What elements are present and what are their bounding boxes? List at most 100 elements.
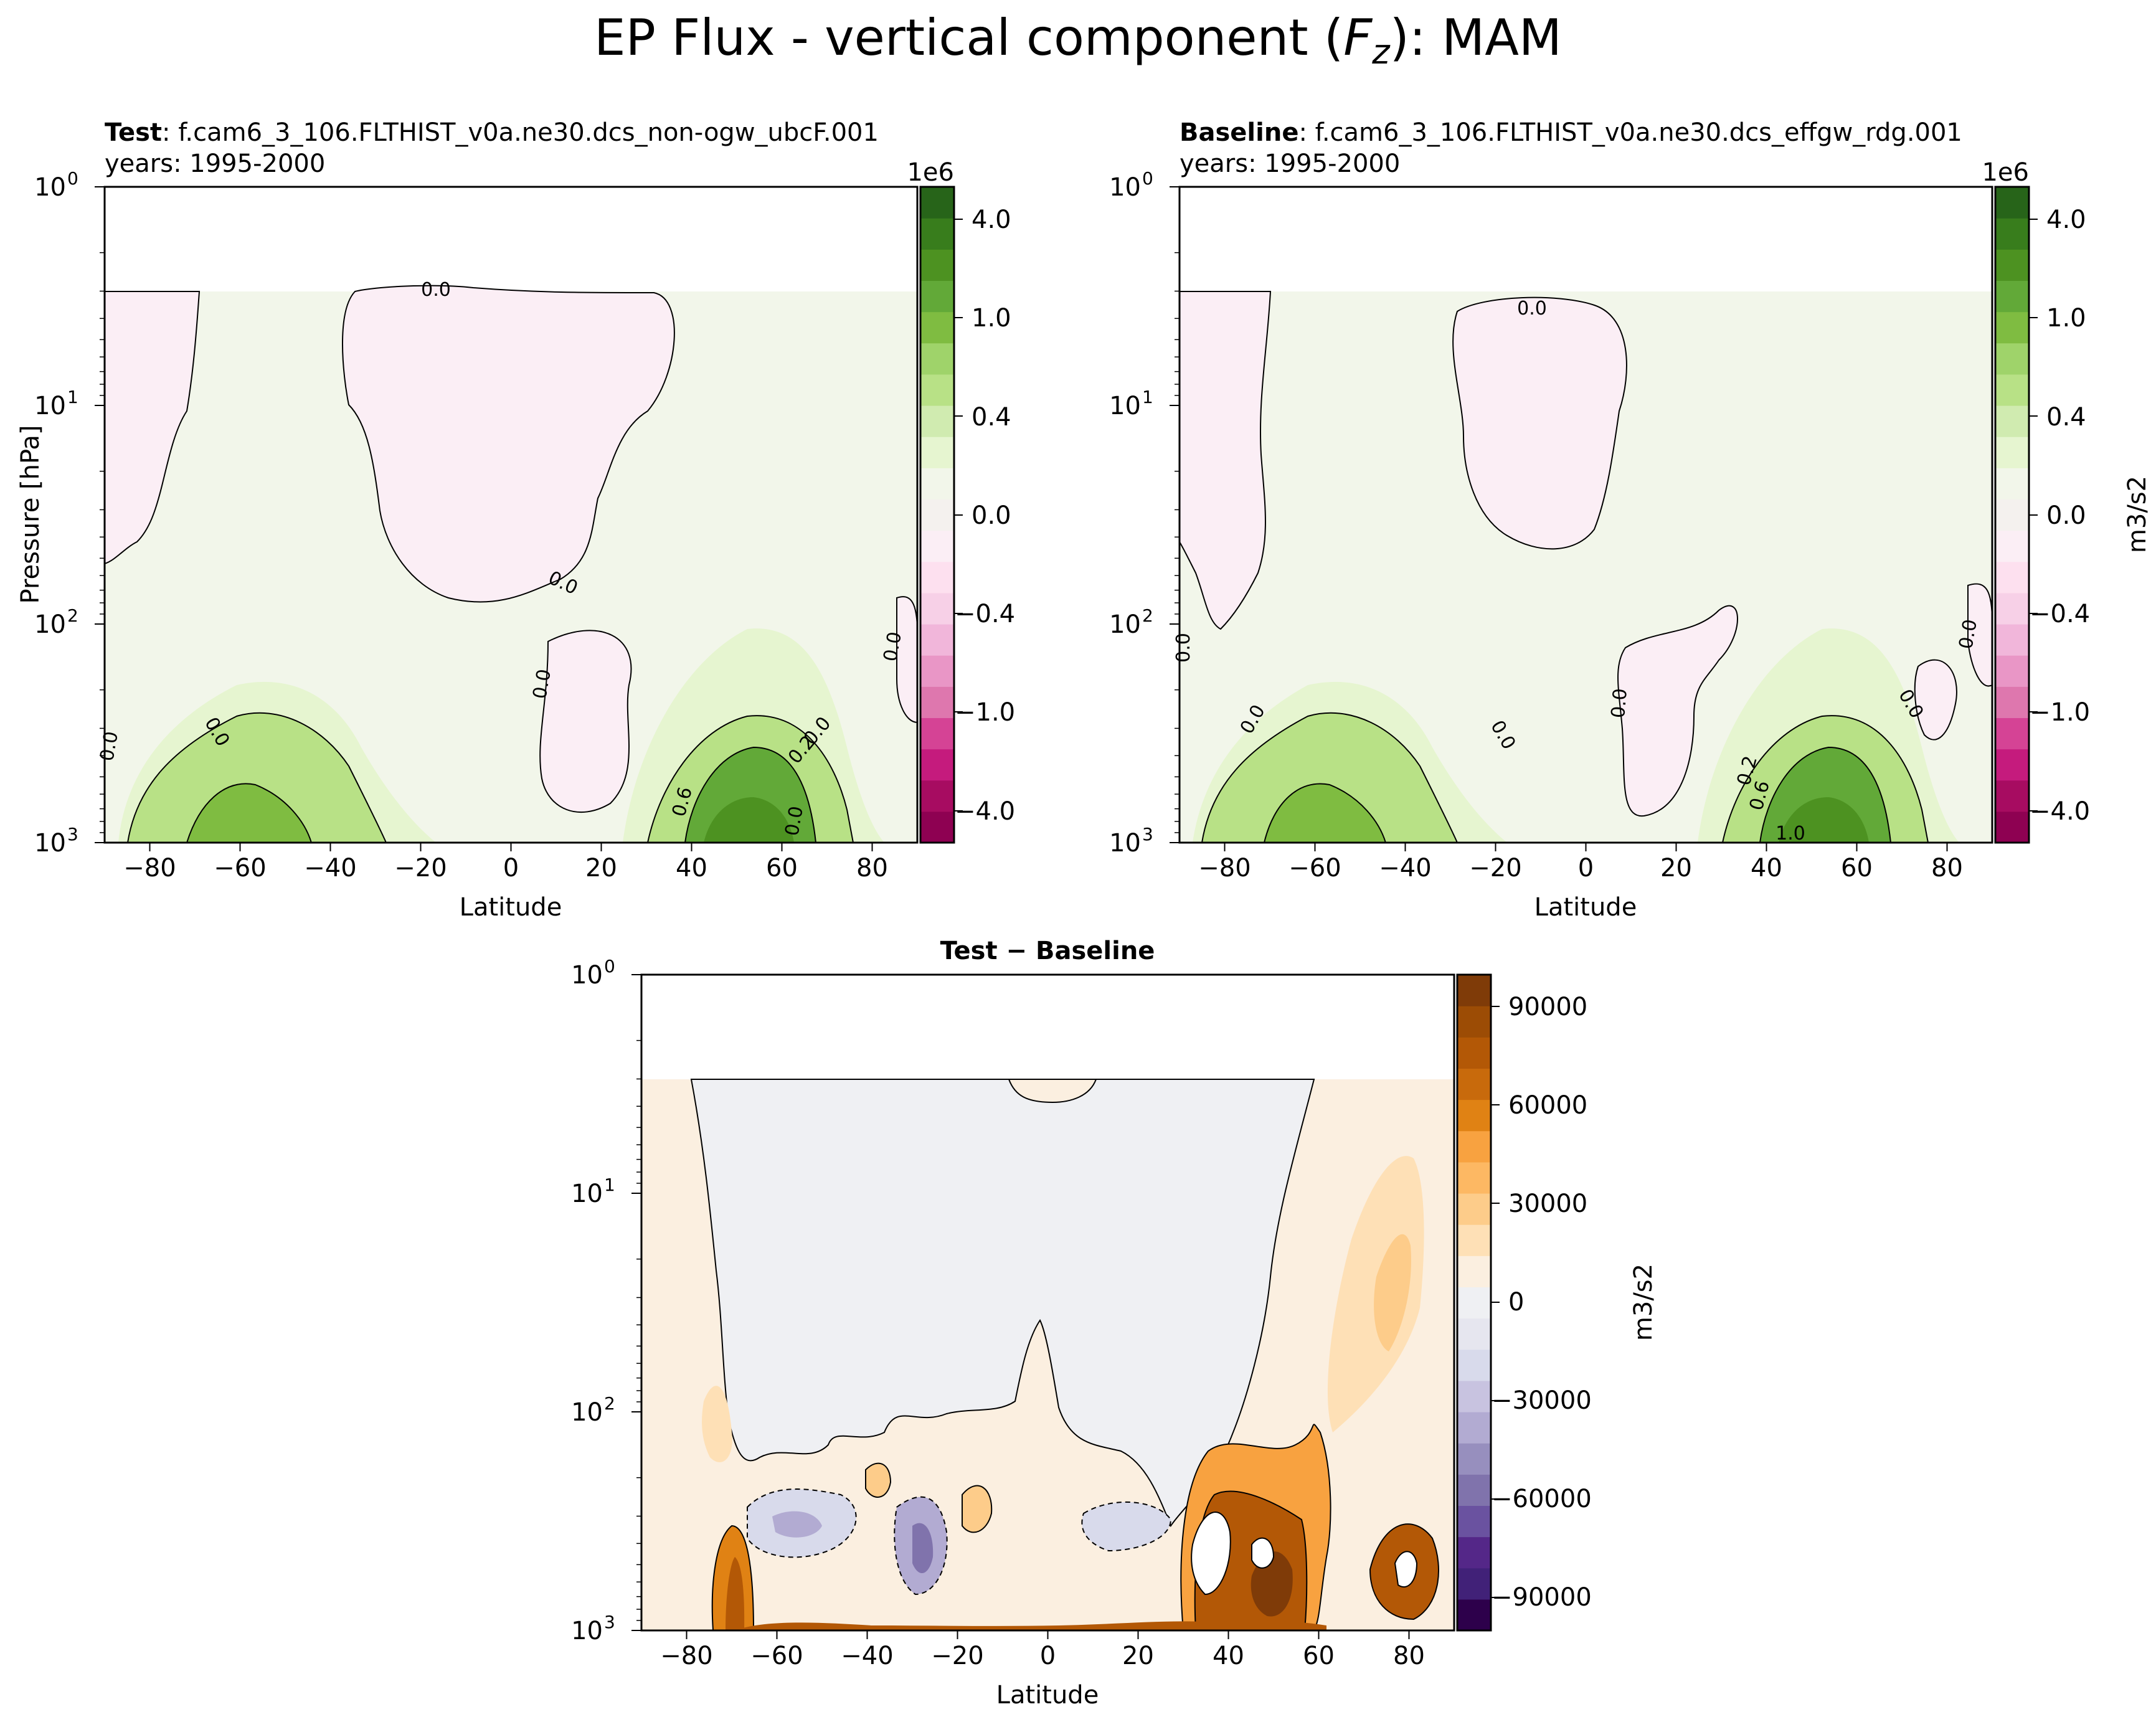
test-colorbar-bin <box>920 624 954 656</box>
baseline-colorbar-bin <box>1995 686 2029 719</box>
test-colorbar-ticks: 4.0 1.0 0.4 0.0 −0.4 −1.0 −4.0 <box>955 206 1015 826</box>
baseline-x-tick-label: 0 <box>1578 854 1594 882</box>
diff-colorbar-bin <box>1457 1037 1491 1069</box>
diff-colorbar-tick: 90000 <box>1508 993 1587 1021</box>
test-colorbar-tick: 0.0 <box>972 501 1011 530</box>
diff-colorbar-bin <box>1457 1380 1491 1412</box>
diff-colorbar-bin <box>1457 1412 1491 1444</box>
test-contour-label: 0.0 <box>529 668 556 701</box>
test-colorbar-tick: 0.4 <box>972 403 1011 432</box>
baseline-colorbar-tick: −0.4 <box>2030 600 2090 628</box>
test-contour-label: 0.0 <box>96 730 123 763</box>
test-x-axis: Latitude <box>460 893 562 922</box>
test-x-tick-label: 80 <box>856 854 888 882</box>
baseline-colorbar-bin <box>1995 530 2029 562</box>
test-y-tick-label: 10 <box>34 829 66 858</box>
test-contour-label: 0.0 <box>421 279 451 301</box>
test-positive-region-west <box>126 712 387 843</box>
diff-colorbar-bin <box>1457 1006 1491 1038</box>
test-colorbar-bin <box>920 405 954 437</box>
test-colorbar-bin <box>920 311 954 344</box>
baseline-x-tick-label: 80 <box>1931 854 1963 882</box>
test-colorbar-tick: −1.0 <box>955 698 1015 727</box>
baseline-y-tick-exponent: 0 <box>1142 168 1153 189</box>
diff-x-tick-label: 60 <box>1303 1642 1335 1670</box>
diff-y-tick-exponent: 2 <box>604 1393 615 1414</box>
baseline-contour-field <box>1180 187 1992 843</box>
diff-colorbar-bin <box>1457 1256 1491 1288</box>
baseline-colorbar-bin <box>1995 405 2029 437</box>
baseline-x-tick-label: 40 <box>1751 854 1782 882</box>
test-positive-peak-east <box>704 797 794 843</box>
test-y-tick-exponent: 1 <box>67 387 78 407</box>
baseline-colorbar-units: m3/s2 <box>2123 476 2152 553</box>
baseline-contour-label: 0.0 <box>1173 633 1194 663</box>
diff-colorbar-bin <box>1457 1193 1491 1225</box>
baseline-colorbar-bin <box>1995 749 2029 781</box>
diff-colorbar-bin <box>1457 1161 1491 1194</box>
diff-colorbar-bin <box>1457 1349 1491 1381</box>
baseline-colorbar-tick: 4.0 <box>2046 206 2086 234</box>
baseline-x-tick-label: 60 <box>1841 854 1873 882</box>
diff-colorbar-tick: 0 <box>1508 1288 1524 1317</box>
test-y-tick-label: 10 <box>34 610 66 639</box>
baseline-positive-core-west <box>1263 783 1387 843</box>
diff-x-axis-label: Latitude <box>996 1681 1099 1710</box>
diff-x-tick-label: 80 <box>1393 1642 1425 1670</box>
baseline-colorbar-bin <box>1995 780 2029 812</box>
diff-colorbar-tick: 60000 <box>1508 1091 1587 1120</box>
test-colorbar-bin <box>920 717 954 750</box>
diff-white-hole-west <box>1191 1511 1231 1596</box>
diff-white-hole-far-east <box>1394 1551 1418 1588</box>
test-positive-core-west <box>186 783 313 843</box>
baseline-colorbar-tick: 0.0 <box>2046 501 2086 530</box>
baseline-colorbar-bin <box>1995 561 2029 594</box>
test-colorbar-tick: 4.0 <box>972 206 1011 234</box>
diff-y-tick-label: 10 <box>571 961 603 990</box>
diff-colorbar-bin <box>1457 1068 1491 1100</box>
diff-colorbar-bin <box>1457 1287 1491 1319</box>
test-contour-label: 0.0 <box>781 805 808 838</box>
baseline-colorbar-bin <box>1995 343 2029 375</box>
test-x-tick-label: 0 <box>503 854 519 882</box>
test-x-tick-label: 40 <box>676 854 707 882</box>
diff-contour-field <box>641 975 1454 1630</box>
baseline-colorbar-bin <box>1995 218 2029 250</box>
test-colorbar-tick: 1.0 <box>972 304 1011 333</box>
baseline-x-tick-label: −20 <box>1469 854 1521 882</box>
diff-colorbar-bin <box>1457 1224 1491 1256</box>
baseline-colorbar-bin <box>1995 437 2029 468</box>
diff-warm-region-mid <box>962 1485 993 1533</box>
test-negative-region-west <box>105 291 201 565</box>
test-colorbar-bin <box>920 655 954 687</box>
test-colorbar-bin <box>920 749 954 781</box>
test-x-tick-label: −40 <box>304 854 356 882</box>
test-y-tick-exponent: 0 <box>67 168 78 189</box>
baseline-colorbar-bin <box>1995 468 2029 500</box>
baseline-y-tick-label: 10 <box>1109 829 1141 858</box>
test-colorbar-bin <box>920 249 954 281</box>
diff-colorbar-bin <box>1457 1443 1491 1475</box>
test-contour-field <box>105 187 917 843</box>
diff-cold-region-east <box>1081 1501 1172 1552</box>
baseline-panel-years: years: 1995-2000 <box>1180 149 1400 178</box>
test-x-tick-label: 60 <box>766 854 798 882</box>
baseline-x-tick-label: −40 <box>1379 854 1431 882</box>
test-colorbar-bin <box>920 437 954 468</box>
figure-title: EP Flux - vertical component (Fz): MAM <box>594 9 1562 72</box>
test-colorbar-bin <box>920 280 954 313</box>
diff-y-tick-exponent: 3 <box>604 1612 615 1632</box>
test-colorbar-tick: −4.0 <box>955 797 1015 826</box>
diff-surface-band <box>735 1620 1326 1630</box>
test-negative-region-east <box>896 596 917 724</box>
test-y-tick-exponent: 3 <box>67 824 78 844</box>
baseline-x-axis-label: Latitude <box>1534 893 1637 922</box>
baseline-x-tick-label: 20 <box>1660 854 1692 882</box>
baseline-panel: Baseline: f.cam6_3_106.FLTHIST_v0a.ne30.… <box>1173 118 1993 922</box>
test-colorbar: 1e6 4.0 1.0 0.4 0.0 −0.4 −1.0 −4.0 <box>907 158 1015 844</box>
baseline-negative-region-far-east <box>1967 583 1992 687</box>
test-y-tick-exponent: 2 <box>67 605 78 626</box>
baseline-positive-region-west <box>1201 712 1459 843</box>
baseline-contour-label: 1.0 <box>1775 823 1805 844</box>
